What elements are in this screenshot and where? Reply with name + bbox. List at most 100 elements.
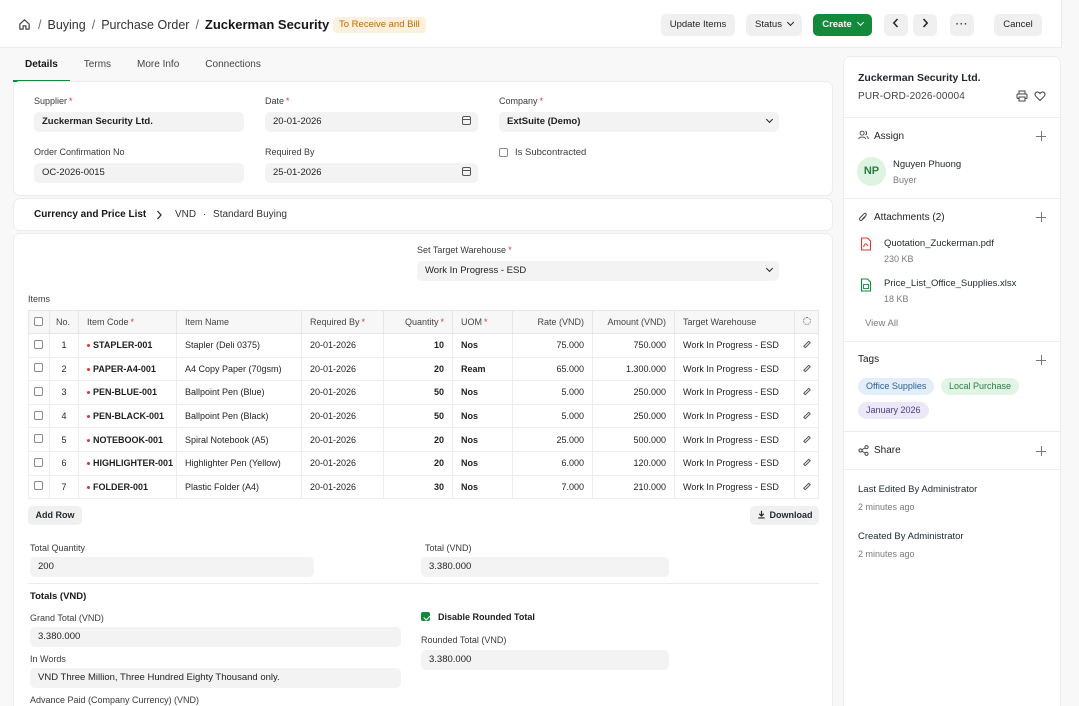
- attachment-name[interactable]: Quotation_Zuckerman.pdf: [884, 238, 994, 249]
- quantity-cell[interactable]: 20: [383, 356, 453, 382]
- uom-cell[interactable]: Nos: [452, 474, 513, 500]
- target-warehouse-cell[interactable]: Work In Progress - ESD: [674, 474, 795, 500]
- tab-details[interactable]: Details: [13, 48, 70, 82]
- add-assign-icon[interactable]: [1036, 131, 1046, 141]
- table-row[interactable]: 6 HIGHLIGHTER-001 Highlighter Pen (Yellow)…: [28, 450, 819, 476]
- date-field[interactable]: 20-01-2026: [265, 112, 478, 132]
- row-checkbox[interactable]: [34, 339, 43, 349]
- target-warehouse-cell[interactable]: Work In Progress - ESD: [674, 356, 795, 382]
- rate-cell[interactable]: 75.000: [512, 333, 593, 358]
- row-checkbox[interactable]: [34, 386, 43, 396]
- table-row[interactable]: 7 FOLDER-001 Plastic Folder (A4) 20-01-2026…: [28, 474, 819, 500]
- edit-row-button[interactable]: [794, 427, 819, 452]
- target-warehouse-select[interactable]: Work In Progress - ESD: [417, 261, 779, 281]
- disable-rounded-total-checkbox[interactable]: [421, 612, 430, 621]
- is-subcontracted-checkbox[interactable]: [499, 148, 508, 157]
- edit-row-button[interactable]: [794, 403, 819, 429]
- add-row-button[interactable]: Add Row: [28, 506, 82, 525]
- tab-more-info[interactable]: More Info: [137, 59, 180, 70]
- tag-office-supplies[interactable]: Office Supplies: [858, 378, 935, 395]
- status-dropdown-button[interactable]: Status: [746, 14, 802, 36]
- calendar-icon[interactable]: [462, 167, 471, 176]
- table-row[interactable]: 4 PEN-BLACK-001 Ballpoint Pen (Black) 20-01…: [28, 403, 819, 429]
- row-checkbox[interactable]: [34, 410, 43, 420]
- create-button[interactable]: Create: [813, 14, 872, 36]
- required-by-cell[interactable]: 20-01-2026: [301, 427, 384, 452]
- cancel-button[interactable]: Cancel: [994, 14, 1042, 36]
- target-warehouse-cell[interactable]: Work In Progress - ESD: [674, 450, 795, 476]
- rate-cell[interactable]: 5.000: [512, 403, 593, 429]
- uom-cell[interactable]: Ream: [452, 356, 513, 382]
- row-select-cell[interactable]: [28, 403, 50, 429]
- download-button[interactable]: Download: [750, 506, 819, 525]
- home-icon[interactable]: [18, 18, 32, 32]
- table-row[interactable]: 5 NOTEBOOK-001 Spiral Notebook (A5) 20-01-2…: [28, 427, 819, 452]
- quantity-cell[interactable]: 30: [383, 474, 453, 500]
- rate-cell[interactable]: 65.000: [512, 356, 593, 382]
- rate-cell[interactable]: 6.000: [512, 450, 593, 476]
- view-all-link[interactable]: View All: [865, 318, 899, 329]
- edit-row-button[interactable]: [794, 450, 819, 476]
- required-by-cell[interactable]: 20-01-2026: [301, 450, 384, 476]
- tab-terms[interactable]: Terms: [83, 59, 112, 70]
- quantity-cell[interactable]: 50: [383, 403, 453, 429]
- row-select-cell[interactable]: [28, 380, 50, 405]
- select-all-cell[interactable]: [28, 310, 50, 334]
- item-name-cell[interactable]: Plastic Folder (A4): [176, 474, 302, 500]
- item-code-cell[interactable]: PAPER-A4-001: [78, 356, 177, 382]
- item-code-cell[interactable]: NOTEBOOK-001: [78, 427, 177, 452]
- required-by-cell[interactable]: 20-01-2026: [301, 333, 384, 358]
- edit-row-button[interactable]: [794, 474, 819, 500]
- quantity-cell[interactable]: 20: [383, 427, 453, 452]
- required-by-cell[interactable]: 20-01-2026: [301, 356, 384, 382]
- item-code-cell[interactable]: HIGHLIGHTER-001: [78, 450, 177, 476]
- item-code-cell[interactable]: STAPLER-001: [78, 333, 177, 358]
- add-attachment-icon[interactable]: [1036, 212, 1046, 222]
- quantity-cell[interactable]: 50: [383, 380, 453, 405]
- target-warehouse-cell[interactable]: Work In Progress - ESD: [674, 333, 795, 358]
- order-confirmation-field[interactable]: OC-2026-0015: [34, 163, 244, 183]
- row-select-cell[interactable]: [28, 474, 50, 500]
- previous-doc-button[interactable]: [884, 14, 908, 36]
- target-warehouse-cell[interactable]: Work In Progress - ESD: [674, 403, 795, 429]
- quantity-cell[interactable]: 10: [383, 333, 453, 358]
- table-row[interactable]: 3 PEN-BLUE-001 Ballpoint Pen (Blue) 20-01-2…: [28, 380, 819, 405]
- edit-row-button[interactable]: [794, 333, 819, 358]
- uom-cell[interactable]: Nos: [452, 427, 513, 452]
- target-warehouse-cell[interactable]: Work In Progress - ESD: [674, 380, 795, 405]
- item-name-cell[interactable]: Ballpoint Pen (Blue): [176, 380, 302, 405]
- breadcrumb-purchase-order[interactable]: Purchase Order: [101, 17, 190, 32]
- target-warehouse-cell[interactable]: Work In Progress - ESD: [674, 427, 795, 452]
- row-checkbox[interactable]: [34, 434, 43, 444]
- breadcrumb-buying[interactable]: Buying: [47, 17, 86, 32]
- tag-local-purchase[interactable]: Local Purchase: [941, 378, 1020, 395]
- row-checkbox[interactable]: [34, 457, 43, 467]
- row-checkbox[interactable]: [34, 363, 43, 373]
- row-select-cell[interactable]: [28, 450, 50, 476]
- table-row[interactable]: 2 PAPER-A4-001 A4 Copy Paper (70gsm) 20-01-…: [28, 356, 819, 382]
- item-code-cell[interactable]: PEN-BLUE-001: [78, 380, 177, 405]
- rate-cell[interactable]: 25.000: [512, 427, 593, 452]
- item-name-cell[interactable]: Stapler (Deli 0375): [176, 333, 302, 358]
- required-by-cell[interactable]: 20-01-2026: [301, 474, 384, 500]
- next-doc-button[interactable]: [913, 14, 937, 36]
- row-select-cell[interactable]: [28, 356, 50, 382]
- company-select[interactable]: ExtSuite (Demo): [499, 112, 779, 132]
- row-checkbox[interactable]: [34, 481, 43, 491]
- heart-icon[interactable]: [1034, 90, 1046, 105]
- edit-row-button[interactable]: [794, 380, 819, 405]
- item-code-cell[interactable]: PEN-BLACK-001: [78, 403, 177, 429]
- uom-cell[interactable]: Nos: [452, 333, 513, 358]
- tab-connections[interactable]: Connections: [205, 59, 261, 70]
- rate-cell[interactable]: 5.000: [512, 380, 593, 405]
- item-name-cell[interactable]: Ballpoint Pen (Black): [176, 403, 302, 429]
- edit-row-button[interactable]: [794, 356, 819, 382]
- tag-january-2026[interactable]: January 2026: [858, 402, 929, 419]
- column-settings-button[interactable]: [794, 310, 819, 334]
- item-name-cell[interactable]: Spiral Notebook (A5): [176, 427, 302, 452]
- uom-cell[interactable]: Nos: [452, 403, 513, 429]
- item-name-cell[interactable]: Highlighter Pen (Yellow): [176, 450, 302, 476]
- uom-cell[interactable]: Nos: [452, 450, 513, 476]
- item-name-cell[interactable]: A4 Copy Paper (70gsm): [176, 356, 302, 382]
- uom-cell[interactable]: Nos: [452, 380, 513, 405]
